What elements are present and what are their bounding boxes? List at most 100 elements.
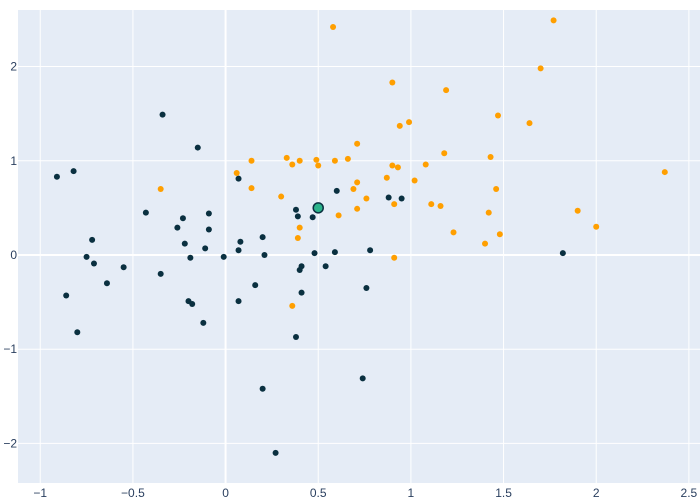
x-tick-label: 1 — [408, 486, 415, 500]
data-point — [526, 120, 533, 127]
data-point — [233, 170, 240, 177]
data-point — [354, 205, 361, 212]
data-point — [235, 247, 242, 254]
data-point — [396, 122, 403, 129]
data-point — [354, 140, 361, 147]
x-tick-label: −1 — [33, 486, 47, 500]
data-point — [391, 201, 398, 208]
data-point — [289, 302, 296, 309]
data-point — [335, 212, 342, 219]
plot-area — [18, 10, 700, 483]
data-point — [428, 201, 435, 208]
data-point — [259, 234, 266, 241]
data-point — [330, 23, 337, 30]
data-point — [194, 144, 201, 151]
data-point — [103, 280, 110, 287]
data-point — [313, 156, 320, 163]
data-point — [493, 186, 500, 193]
data-point — [398, 195, 405, 202]
data-point — [189, 300, 196, 307]
data-point — [487, 153, 494, 160]
x-tick-label: −0.5 — [121, 486, 145, 500]
data-points — [53, 17, 668, 456]
data-point — [315, 162, 322, 169]
x-tick-label: 0.5 — [310, 486, 327, 500]
data-point — [205, 226, 212, 233]
data-point — [494, 112, 501, 119]
data-point — [309, 214, 316, 221]
data-point — [363, 195, 370, 202]
data-point — [235, 175, 242, 182]
data-point — [261, 251, 268, 258]
data-point — [389, 79, 396, 86]
x-axis-tick-labels: −1 −0.5 0 0.5 1 1.5 2 2.5 — [33, 486, 697, 500]
data-point — [482, 240, 489, 247]
data-point — [248, 157, 255, 164]
data-point — [220, 253, 227, 260]
y-tick-label: 2 — [10, 60, 17, 74]
data-point — [70, 168, 77, 175]
data-point — [385, 194, 392, 201]
y-axis-tick-labels: −2 −1 0 1 2 — [3, 60, 17, 451]
data-point — [181, 240, 188, 247]
data-point — [537, 65, 544, 72]
data-point — [574, 207, 581, 214]
x-tick-label: 2 — [593, 486, 600, 500]
data-point — [296, 157, 303, 164]
data-point — [278, 193, 285, 200]
x-tick-label: 1.5 — [495, 486, 512, 500]
data-point — [593, 223, 600, 230]
data-point — [367, 247, 374, 254]
data-point — [202, 245, 209, 252]
data-point — [289, 161, 296, 168]
data-point — [550, 17, 557, 24]
data-point — [174, 224, 181, 231]
data-point — [294, 213, 301, 220]
y-tick-label: 0 — [10, 248, 17, 262]
x-tick-label: 0 — [222, 486, 229, 500]
data-point — [331, 157, 338, 164]
data-point — [441, 150, 448, 157]
data-point — [389, 162, 396, 169]
data-point — [437, 202, 444, 209]
data-point — [283, 154, 290, 161]
data-point — [292, 206, 299, 213]
data-point — [179, 215, 186, 222]
data-point — [359, 375, 366, 382]
data-point — [83, 253, 90, 260]
data-point — [496, 231, 503, 238]
data-point — [248, 185, 255, 192]
data-point — [383, 174, 390, 181]
data-point — [391, 254, 398, 261]
data-point — [74, 329, 81, 336]
data-point — [296, 224, 303, 231]
gridlines — [18, 10, 700, 483]
data-point — [331, 249, 338, 256]
data-point — [450, 229, 457, 236]
data-point — [89, 236, 96, 243]
data-point — [363, 284, 370, 291]
data-point — [294, 235, 301, 242]
data-point — [311, 250, 318, 257]
data-point — [252, 282, 259, 289]
data-point — [344, 155, 351, 162]
data-point — [142, 209, 149, 216]
y-tick-label: 1 — [10, 154, 17, 168]
y-tick-label: −1 — [3, 342, 17, 356]
data-point — [235, 298, 242, 305]
data-point — [298, 289, 305, 296]
data-point — [205, 210, 212, 217]
data-point — [485, 209, 492, 216]
data-point — [661, 169, 668, 176]
data-point — [411, 177, 418, 184]
data-point — [120, 264, 127, 271]
data-point — [63, 292, 70, 299]
data-point — [422, 161, 429, 168]
data-point — [159, 111, 166, 118]
data-point — [90, 260, 97, 267]
highlighted-data-point — [312, 202, 324, 214]
data-point — [443, 87, 450, 94]
data-point — [350, 186, 357, 193]
data-point — [559, 250, 566, 257]
